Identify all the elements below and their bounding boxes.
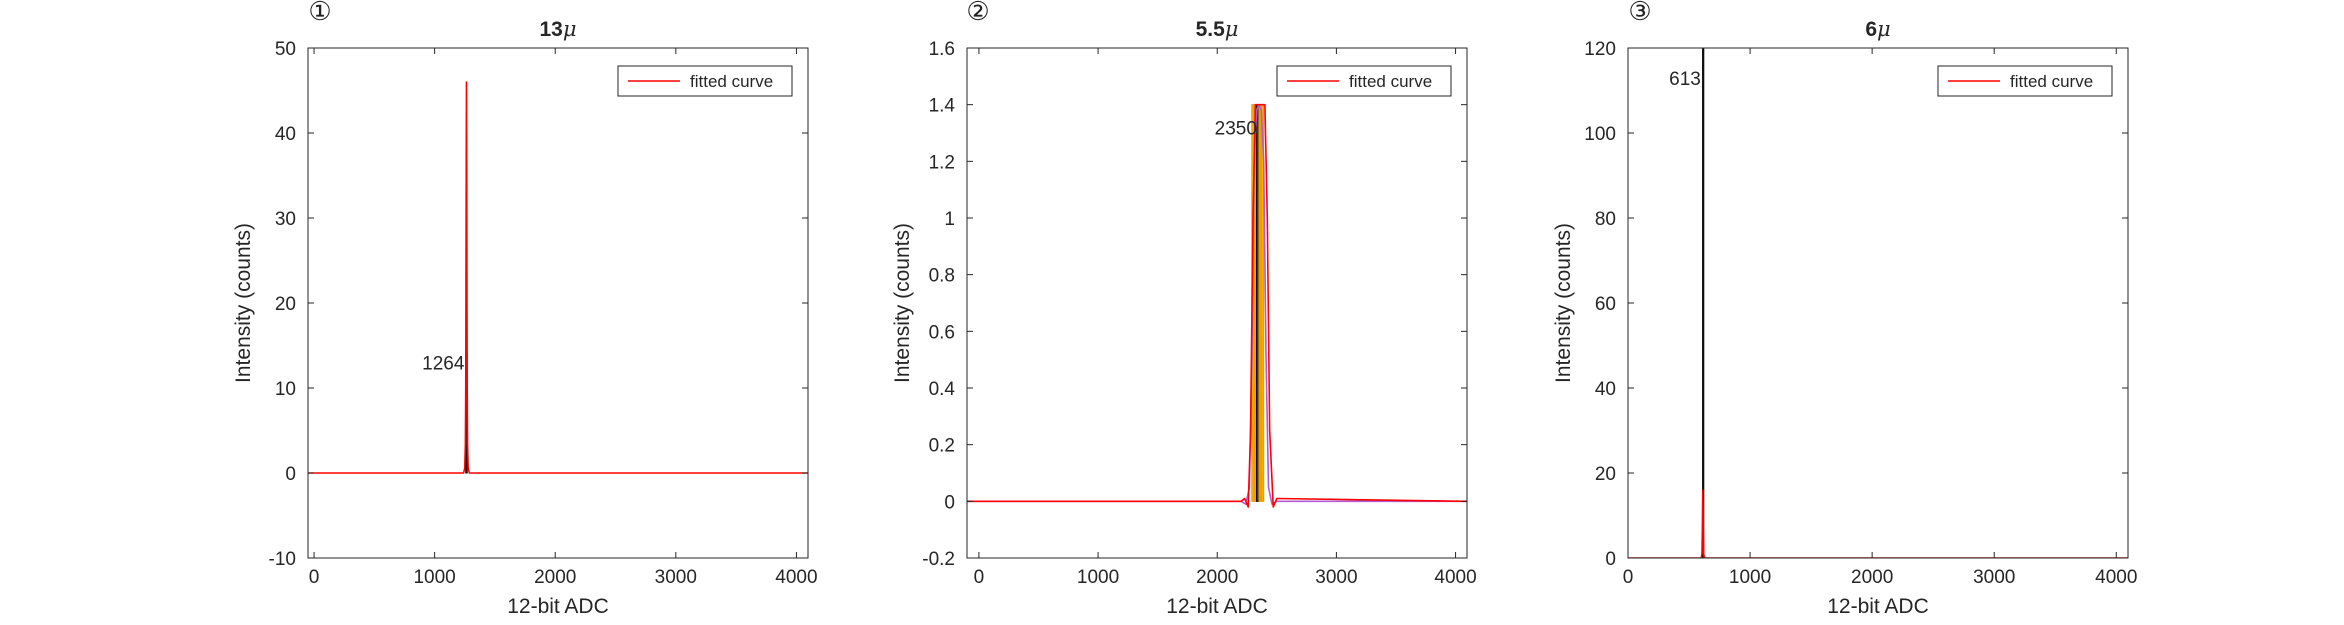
y-tick-label: 1.6 [929, 39, 955, 60]
legend-label: fitted curve [2010, 72, 2093, 91]
y-tick-label: 20 [275, 294, 296, 315]
histogram-bar [1702, 48, 1705, 558]
y-tick-label: 0 [944, 492, 955, 513]
y-tick-label: 0.6 [929, 322, 955, 343]
chart-panel-1: ① 0 1000 2000 3000 4000 -10 0 10 20 30 40 50 13μ 12-bi… [232, 0, 818, 618]
x-axis-label: 12-bit ADC [1827, 595, 1929, 618]
y-tick-label: 1.2 [929, 152, 955, 173]
legend: fitted curve [1937, 65, 2113, 97]
y-tick-label: 0.4 [929, 379, 956, 400]
plot-content [967, 103, 1467, 508]
y-tick-label: -0.2 [922, 549, 955, 570]
x-tick-label: 2000 [534, 567, 576, 588]
y-tick-label: 60 [1595, 294, 1616, 315]
x-tick-label: 0 [1623, 567, 1634, 588]
x-tick-label: 4000 [775, 567, 817, 588]
x-tick-label: 0 [974, 567, 985, 588]
plot-area [1628, 48, 2128, 558]
y-tick-label: 0 [285, 464, 296, 485]
y-tick-label: 50 [275, 39, 296, 60]
plot-content [308, 81, 808, 474]
x-axis-label: 12-bit ADC [507, 595, 609, 618]
y-axis-label: Intensity (counts) [891, 223, 914, 383]
plot-content [1628, 48, 2128, 558]
y-tick-label: 40 [275, 124, 296, 145]
y-tick-label: 1 [944, 209, 955, 230]
legend-label: fitted curve [1349, 72, 1432, 91]
plot-area [967, 48, 1467, 558]
chart-panel-3: ③ 0 1000 2000 3000 4000 0 20 40 60 80 100 120 6μ 12-bi… [1552, 0, 2137, 618]
y-tick-label: 1.4 [929, 96, 956, 117]
y-tick-label: 80 [1595, 209, 1616, 230]
series-line-fitted-curve [1628, 489, 2128, 558]
x-tick-label: 4000 [1434, 567, 1476, 588]
legend: fitted curve [617, 65, 793, 97]
chart-panel-2: ② 0 1000 2000 3000 4000 -0.2 0 0.2 0.4 0.6 0.8 1 1.2 1… [891, 0, 1477, 618]
y-tick-label: 10 [275, 379, 296, 400]
peak-annotation: 1264 [422, 354, 465, 375]
y-tick-label: 0.2 [929, 436, 955, 457]
series-line-fitted-curve [967, 103, 1467, 508]
x-tick-label: 2000 [1851, 567, 1893, 588]
legend: fitted curve [1276, 65, 1452, 97]
y-tick-label: 120 [1584, 39, 1616, 60]
chart-title: 13μ [539, 17, 576, 41]
x-tick-label: 0 [309, 567, 320, 588]
panel-marker: ② [966, 0, 989, 27]
y-axis-label: Intensity (counts) [232, 223, 255, 383]
chart-title: 6μ [1865, 17, 1890, 41]
x-tick-label: 1000 [1729, 567, 1771, 588]
y-tick-label: 30 [275, 209, 296, 230]
y-tick-label: 40 [1595, 379, 1616, 400]
x-tick-label: 3000 [1315, 567, 1357, 588]
x-tick-label: 1000 [1077, 567, 1119, 588]
x-tick-label: 3000 [655, 567, 697, 588]
legend-label: fitted curve [690, 72, 773, 91]
x-tick-label: 3000 [1973, 567, 2015, 588]
x-tick-label: 1000 [413, 567, 455, 588]
plot-area [308, 48, 808, 558]
x-axis-label: 12-bit ADC [1166, 595, 1268, 618]
y-tick-label: 100 [1584, 124, 1616, 145]
panel-marker: ① [308, 0, 331, 27]
y-tick-label: -10 [269, 549, 296, 570]
series-line-fitted-curve [308, 81, 808, 474]
peak-annotation: 613 [1669, 69, 1701, 90]
chart-title: 5.5μ [1196, 17, 1239, 41]
x-tick-label: 2000 [1196, 567, 1238, 588]
y-tick-label: 0 [1605, 549, 1616, 570]
y-tick-label: 20 [1595, 464, 1616, 485]
y-tick-label: 0.8 [929, 266, 955, 287]
peak-annotation: 2350 [1215, 118, 1257, 139]
x-tick-label: 4000 [2095, 567, 2137, 588]
panel-marker: ③ [1628, 0, 1651, 27]
y-axis-label: Intensity (counts) [1552, 223, 1575, 383]
